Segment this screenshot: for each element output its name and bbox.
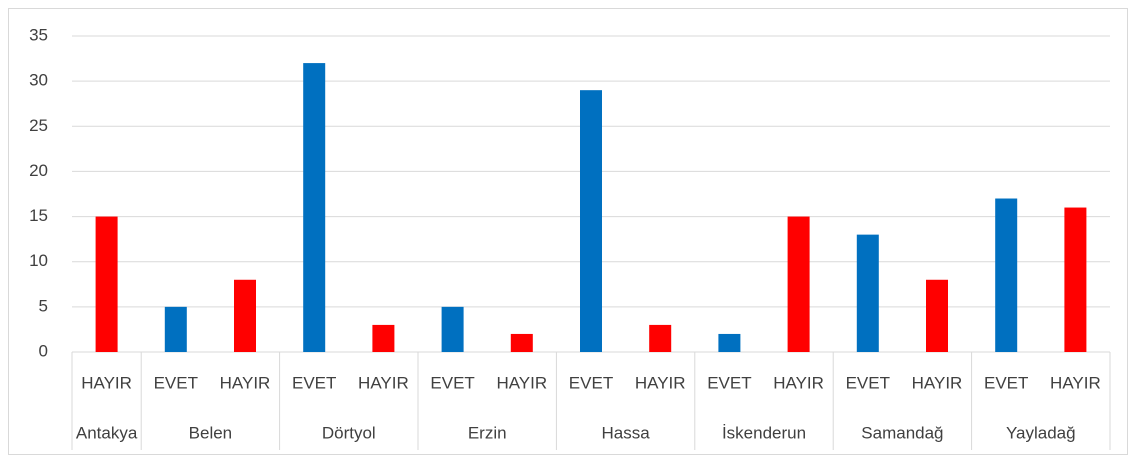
group-label: Samandağ [861,423,943,442]
group-label: İskenderun [722,423,806,442]
x-tick-label: EVET [569,373,613,392]
x-tick-label: HAYIR [773,373,824,392]
x-tick-label: EVET [292,373,336,392]
y-tick-label: 0 [39,341,48,360]
bar [234,279,256,352]
bar [372,324,395,352]
group-label: Yayladağ [1006,423,1076,442]
x-tick-label: HAYIR [912,373,963,392]
bar [856,234,879,352]
x-tick-label: HAYIR [1050,373,1101,392]
x-tick-label: EVET [707,373,751,392]
bar [926,279,948,352]
x-tick-label: HAYIR [220,373,271,392]
bar [510,333,533,352]
bar [441,306,464,352]
bar [1064,207,1087,352]
x-tick-label: EVET [984,373,1028,392]
bar [164,306,187,352]
y-tick-label: 15 [29,206,48,225]
x-tick-label: HAYIR [358,373,409,392]
y-tick-label: 20 [29,161,48,180]
group-label: Erzin [468,423,507,442]
bar [303,63,326,352]
bar [787,216,810,352]
group-label: Dörtyol [322,423,376,442]
bar [95,216,118,352]
bar [649,324,672,352]
y-tick-label: 25 [29,116,48,135]
x-tick-label: EVET [154,373,198,392]
x-tick-label: HAYIR [81,373,132,392]
bar [580,90,602,353]
bar [718,333,741,352]
x-tick-label: HAYIR [635,373,686,392]
group-label: Hassa [602,423,651,442]
y-tick-label: 35 [29,25,48,44]
group-label: Antakya [76,423,138,442]
group-label: Belen [189,423,232,442]
x-tick-label: HAYIR [496,373,547,392]
y-tick-label: 5 [39,296,48,315]
bar [995,198,1018,352]
x-tick-label: EVET [846,373,890,392]
chart-border [8,8,1128,455]
y-tick-label: 10 [29,251,48,270]
y-tick-label: 30 [29,71,48,90]
x-tick-label: EVET [430,373,474,392]
